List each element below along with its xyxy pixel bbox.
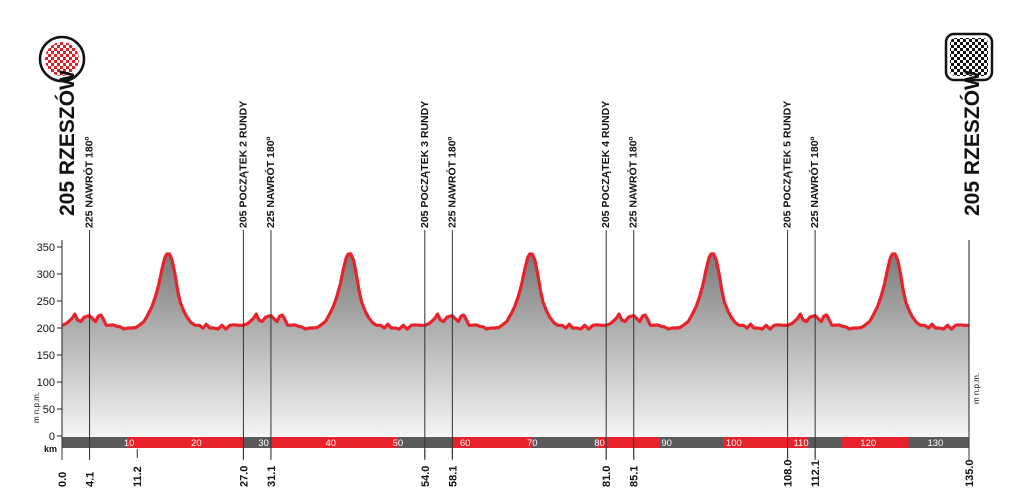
km-band: [62, 437, 969, 448]
y-tick-label: 100: [37, 377, 55, 389]
km-marker-label: 11.2: [132, 466, 144, 487]
km-band-label: 70: [527, 438, 538, 449]
km-band-grey-segment: [243, 437, 271, 448]
km-band-label: 110: [793, 438, 808, 449]
start-flag-icon: [38, 35, 86, 83]
km-band-label: 80: [594, 438, 605, 449]
km-marker-label: 108.0: [783, 459, 795, 487]
km-band-label: 100: [726, 438, 742, 449]
waypoint-label: 225 NAWRÓT 180º: [264, 136, 277, 228]
y-tick-label: 250: [37, 296, 55, 308]
km-band-label: 60: [460, 438, 471, 449]
km-band-label: 130: [927, 438, 943, 449]
km-marker-label: 0.0: [57, 472, 69, 487]
waypoint-label: 225 NAWRÓT 180º: [808, 136, 821, 228]
y-tick-label: 50: [43, 404, 55, 416]
km-band-grey-segment: [62, 437, 128, 448]
km-marker-label: 81.0: [601, 466, 613, 487]
y-unit-label-left: m n.p.m.: [32, 392, 41, 423]
waypoint-label: 205 POCZĄTEK 4 RUNDY: [600, 101, 612, 228]
waypoint-label: 225 NAWRÓT 180º: [83, 136, 96, 228]
km-band-grey-segment: [807, 437, 842, 448]
km-marker-label: 135.0: [964, 459, 976, 487]
km-band-label: 30: [258, 438, 269, 449]
km-band-label: 40: [325, 438, 336, 449]
chart-layer: 350 300 250 200 150 100 50 0 m n.p.m. m n.p.m. km 1…: [32, 70, 984, 487]
km-band-label: 120: [860, 438, 876, 449]
km-marker-label: 27.0: [238, 466, 250, 487]
km-band-label: 20: [191, 438, 202, 449]
y-unit-label-right: m n.p.m.: [972, 373, 981, 404]
km-band-label: 10: [124, 438, 135, 449]
finish-label: 205 RZESZÓW: [960, 70, 984, 216]
km-marker-label: 58.1: [447, 466, 459, 487]
y-tick-label: 0: [49, 431, 55, 443]
km-marker-label: 85.1: [629, 466, 641, 487]
elevation-area: [62, 254, 969, 436]
y-tick-label: 200: [37, 323, 55, 335]
y-tick-label: 300: [37, 269, 55, 281]
waypoint-label: 205 POCZĄTEK 5 RUNDY: [782, 101, 794, 228]
km-marker-label: 54.0: [420, 466, 432, 487]
waypoint-label: 225 NAWRÓT 180º: [445, 136, 458, 228]
km-band-label: 50: [393, 438, 404, 449]
start-label: 205 RZESZÓW: [55, 70, 79, 216]
y-tick-label: 350: [37, 242, 55, 254]
km-band-grey-segment: [659, 437, 724, 448]
waypoint-label: 205 POCZĄTEK 2 RUNDY: [237, 101, 249, 228]
km-band-grey-segment: [532, 437, 597, 448]
km-band-label: 90: [661, 438, 672, 449]
finish-flag-icon: [944, 32, 994, 82]
km-marker-label: 31.1: [266, 466, 278, 487]
km-marker-label: 4.1: [85, 472, 97, 487]
waypoint-label: 205 POCZĄTEK 3 RUNDY: [419, 101, 431, 228]
km-band-grey-segment: [908, 437, 969, 448]
y-tick-label: 150: [37, 350, 55, 362]
km-marker-label: 112.1: [810, 460, 822, 487]
waypoint-label: 225 NAWRÓT 180º: [627, 136, 640, 228]
x-unit-label: km: [44, 444, 57, 454]
